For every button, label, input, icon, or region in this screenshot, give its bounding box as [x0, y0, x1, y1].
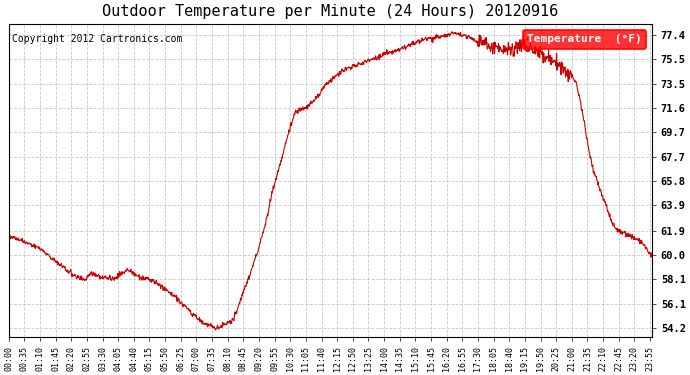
Legend: Temperature  (°F): Temperature (°F): [522, 30, 647, 49]
Title: Outdoor Temperature per Minute (24 Hours) 20120916: Outdoor Temperature per Minute (24 Hours…: [102, 4, 558, 19]
Text: Copyright 2012 Cartronics.com: Copyright 2012 Cartronics.com: [12, 34, 182, 44]
